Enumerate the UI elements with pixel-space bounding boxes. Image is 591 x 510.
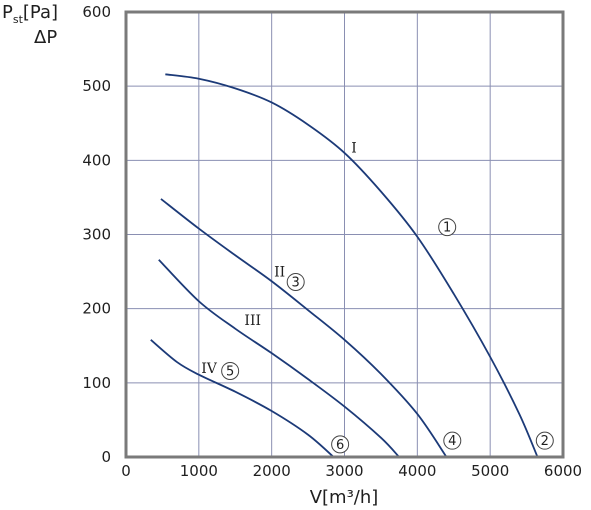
marker-circle	[286, 272, 305, 291]
marker-circle	[443, 431, 462, 450]
y-tick-label-2: 200	[82, 300, 111, 318]
curve-label-2: II	[274, 265, 285, 281]
marker-circle	[438, 218, 457, 237]
y-tick-label-4: 400	[82, 151, 111, 169]
y-axis-label: Pst[Pa] ΔP	[2, 2, 58, 48]
y-tick-label-6: 600	[82, 3, 111, 21]
curve-2	[160, 198, 448, 458]
x-tick-label-3: 3000	[325, 462, 363, 480]
y-tick-label-0: 0	[101, 448, 111, 466]
curves	[150, 73, 539, 458]
circled-marker-5: 5	[221, 361, 240, 380]
y-axis-label-main: P	[2, 2, 13, 23]
circled-marker-6: 6	[331, 435, 350, 454]
marker-number: 1	[443, 221, 451, 236]
x-tick-label-5: 5000	[471, 462, 509, 480]
marker-circle	[535, 431, 554, 450]
curve-1	[165, 73, 539, 458]
curve-4	[150, 339, 335, 458]
x-tick-label-2: 2000	[253, 462, 291, 480]
curve-label-1: I	[351, 141, 357, 157]
y-tick-labels: 0 100 200 300 400 500 600	[82, 3, 111, 466]
plot-frame	[124, 10, 565, 459]
circled-marker-1: 1	[438, 218, 457, 237]
marker-circle	[331, 435, 350, 454]
y-tick-label-1: 100	[82, 374, 111, 392]
marker-number: 2	[541, 434, 549, 449]
curve-label-4: IV	[201, 361, 218, 377]
marker-circle	[221, 361, 240, 380]
x-axis-label: V[m³/h]	[310, 487, 379, 508]
curve-3	[158, 259, 400, 458]
y-axis-label-unit: [Pa]	[23, 2, 58, 23]
x-tick-label-1: 1000	[180, 462, 218, 480]
circled-marker-3: 3	[286, 272, 305, 291]
marker-number: 3	[292, 275, 300, 290]
y-axis-label-line2: ΔP	[34, 27, 57, 48]
circled-marker-4: 4	[443, 431, 462, 450]
y-axis-label-sub: st	[13, 13, 24, 26]
x-tick-label-0: 0	[121, 462, 131, 480]
y-tick-label-3: 300	[82, 226, 111, 244]
x-tick-labels: 0 1000 2000 3000 4000 5000 6000	[121, 462, 582, 480]
circled-marker-2: 2	[535, 431, 554, 450]
grid-lines	[125, 11, 564, 458]
circled-markers: 1 2 3 4 5 6	[221, 218, 554, 454]
marker-number: 5	[226, 364, 234, 379]
marker-number: 4	[448, 434, 456, 449]
x-tick-label-6: 6000	[544, 462, 582, 480]
x-tick-label-4: 4000	[398, 462, 436, 480]
svg-text:Pst[Pa]: Pst[Pa]	[2, 2, 58, 26]
curve-label-3: III	[244, 313, 261, 329]
y-tick-label-5: 500	[82, 77, 111, 95]
marker-number: 6	[336, 438, 344, 453]
